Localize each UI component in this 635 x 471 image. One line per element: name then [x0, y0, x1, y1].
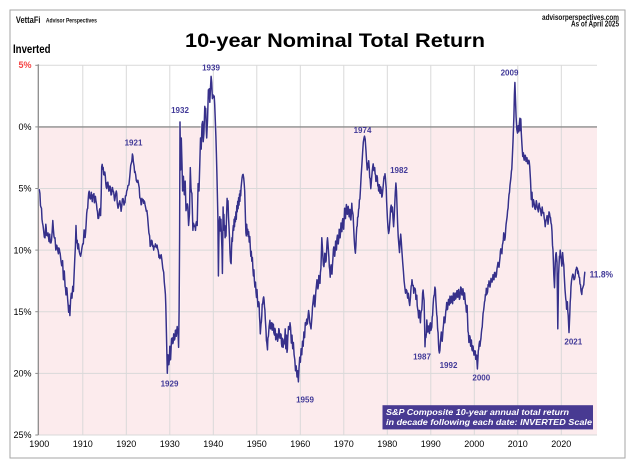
- svg-text:in decade following each date:: in decade following each date: INVERTED …: [386, 417, 592, 427]
- svg-text:1932: 1932: [171, 106, 189, 115]
- svg-text:VettaFi: VettaFi: [16, 15, 41, 26]
- svg-text:1910: 1910: [73, 439, 93, 449]
- svg-text:1940: 1940: [203, 439, 223, 449]
- svg-text:15%: 15%: [13, 307, 31, 317]
- svg-text:1987: 1987: [413, 353, 431, 362]
- svg-text:1929: 1929: [161, 379, 179, 388]
- svg-text:1939: 1939: [202, 63, 220, 72]
- svg-text:2000: 2000: [464, 439, 484, 449]
- svg-text:2009: 2009: [501, 69, 519, 78]
- svg-text:1970: 1970: [334, 439, 354, 449]
- svg-text:1900: 1900: [29, 439, 49, 449]
- svg-text:1980: 1980: [377, 439, 397, 449]
- svg-text:20%: 20%: [13, 369, 31, 379]
- svg-text:2000: 2000: [472, 374, 490, 383]
- svg-text:1992: 1992: [440, 361, 458, 370]
- svg-text:1982: 1982: [390, 166, 408, 175]
- svg-text:1920: 1920: [116, 439, 136, 449]
- svg-text:1990: 1990: [421, 439, 441, 449]
- svg-text:5%: 5%: [18, 184, 31, 194]
- svg-text:2010: 2010: [508, 439, 528, 449]
- svg-text:1930: 1930: [160, 439, 180, 449]
- svg-text:10%: 10%: [13, 245, 31, 255]
- svg-text:1921: 1921: [125, 139, 143, 148]
- svg-text:Advisor Perspectives: Advisor Perspectives: [46, 17, 97, 24]
- svg-text:2021: 2021: [564, 338, 582, 347]
- svg-text:Inverted: Inverted: [13, 44, 51, 56]
- svg-text:2020: 2020: [551, 439, 571, 449]
- svg-text:11.8%: 11.8%: [590, 270, 613, 280]
- svg-text:1960: 1960: [290, 439, 310, 449]
- svg-text:25%: 25%: [13, 430, 31, 440]
- svg-text:1959: 1959: [296, 396, 314, 405]
- svg-text:1974: 1974: [354, 126, 372, 135]
- svg-text:advisorperspectives.com: advisorperspectives.com: [542, 13, 619, 22]
- svg-text:0%: 0%: [18, 122, 31, 132]
- svg-text:5%: 5%: [18, 60, 31, 70]
- svg-text:1950: 1950: [247, 439, 267, 449]
- svg-text:10-year Nominal Total Return: 10-year Nominal Total Return: [185, 30, 485, 52]
- svg-text:S&P Composite 10-year annual t: S&P Composite 10-year annual total retur…: [386, 407, 569, 417]
- svg-text:As of April 2025: As of April 2025: [571, 20, 620, 29]
